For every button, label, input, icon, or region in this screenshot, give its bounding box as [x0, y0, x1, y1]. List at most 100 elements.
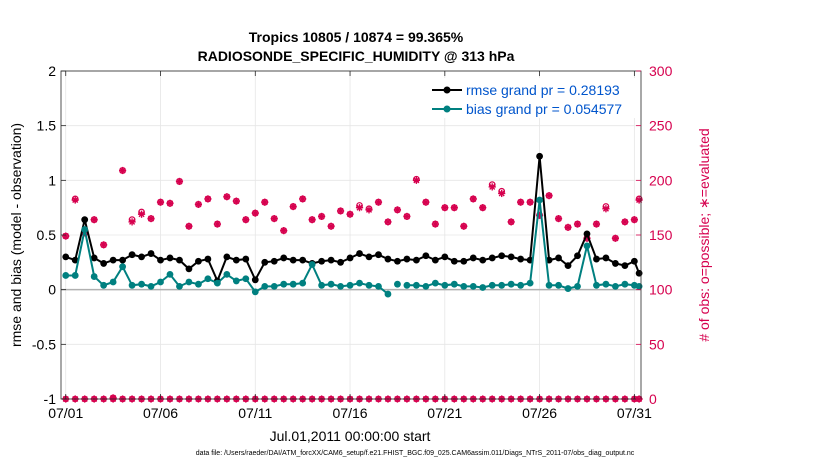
series-0-point-54 [574, 252, 581, 260]
series-0-point-52 [555, 254, 562, 262]
legend: rmse grand pr = 0.28193 bias grand pr = … [428, 78, 640, 118]
obs-evaluated-point-20 [251, 209, 259, 217]
series-0-point-0 [62, 253, 70, 261]
y-tick-label-5: -0.5 [32, 336, 56, 352]
obs-evaluated-point-32 [365, 206, 373, 214]
series-1-point-12 [176, 282, 183, 290]
obs-evaluated-point-39 [431, 220, 439, 228]
series-1-point-49 [526, 279, 534, 287]
series-0-point-2 [81, 216, 89, 224]
series-1-point-45 [488, 281, 496, 289]
series-1-point-32 [365, 281, 373, 289]
obs-evaluated-point-28 [327, 222, 335, 230]
obs-evaluated-point-54 [573, 220, 582, 228]
series-0-point-6 [119, 256, 127, 264]
series-1-point-25 [299, 279, 307, 287]
series-0-point-25 [299, 256, 307, 264]
series-lines [62, 152, 643, 298]
obs-evaluated-point-48 [517, 198, 525, 206]
series-0-point-18 [232, 256, 240, 264]
series-0-point-59 [621, 262, 629, 270]
series-1-point-6 [119, 263, 127, 271]
series-1-point-17 [223, 270, 231, 278]
series-1-point-14 [195, 280, 202, 288]
series-0-point-57 [602, 254, 610, 262]
obs-evaluated-point-47 [507, 218, 515, 226]
series-1-point-16 [213, 279, 221, 287]
series-1-point-4 [100, 281, 108, 289]
x-tick-label-1: 07/06 [143, 405, 178, 421]
series-0-point-41 [450, 257, 458, 265]
obs-evaluated-point-8 [137, 210, 146, 218]
series-0-point-43 [469, 254, 477, 262]
obs-evaluated-point-21 [261, 198, 269, 206]
series-1-point-48 [517, 281, 525, 289]
axes: 07/01 07/06 07/11 07/16 07/21 07/26 07/31 2 1.5 1… [32, 63, 673, 421]
series-1-point-7 [128, 281, 136, 289]
obs-evaluated-point-60 [630, 216, 638, 224]
obs-evaluated-point-11 [166, 199, 174, 207]
obs-evaluated-point-30 [346, 210, 354, 218]
obs-evaluated-point-45 [488, 183, 496, 191]
obs-evaluated-point-26 [308, 216, 316, 224]
y-axis-label: rmse and bias (model - observation) [8, 123, 24, 347]
obs-evaluated-point-56 [592, 220, 601, 228]
obs-evaluated-point-34 [384, 218, 392, 226]
obs-evaluated-point-22 [270, 215, 278, 223]
series-1-point-59 [621, 280, 629, 288]
series-1-point-0 [62, 272, 70, 279]
x-tick-label-3: 07/16 [333, 405, 368, 421]
series-0-point-17 [223, 253, 231, 261]
series-1-point-34 [384, 290, 392, 298]
data-file-footnote: data file: /Users/raeder/DAI/ATM_forcXX/… [195, 450, 635, 457]
legend-box [428, 78, 640, 118]
obs-evaluated-point-3 [90, 216, 98, 224]
series-1-point-47 [507, 280, 515, 288]
series-1-point-19 [242, 275, 250, 283]
x-tick-label-4: 07/21 [427, 405, 462, 421]
series-0-point-5 [109, 256, 117, 264]
obs-evaluated-point-16 [213, 220, 221, 228]
series-1-point-15 [204, 275, 212, 283]
obs-evaluated-point-53 [564, 223, 572, 231]
series-1-point-53 [564, 285, 572, 292]
series-0-point-55 [583, 230, 591, 238]
series-1-point-35 [394, 280, 401, 288]
series-0-point-45 [488, 254, 496, 262]
obs-evaluated-point-31 [355, 204, 364, 212]
obs-evaluated-point-59 [621, 218, 629, 226]
series-0-point-53 [564, 262, 572, 270]
x-tick-label-0: 07/01 [48, 405, 83, 421]
series-0-point-28 [327, 256, 335, 264]
obs-evaluated-point-37 [412, 176, 420, 184]
series-1-point-38 [422, 282, 430, 290]
series-0-point-35 [394, 257, 401, 265]
y-tick-label-6: -1 [44, 391, 57, 407]
series-0-point-39 [431, 256, 439, 264]
y2-tick-label-2: 200 [649, 172, 673, 188]
series-1-point-30 [346, 281, 354, 289]
obs-evaluated-point-51 [545, 192, 553, 200]
series-1-point-21 [261, 282, 269, 290]
series-1-point-39 [431, 279, 439, 287]
y2-tick-label-5: 50 [649, 336, 665, 352]
series-1-point-40 [441, 281, 449, 289]
series-0-point-24 [289, 256, 297, 264]
series-1-point-2 [81, 226, 89, 233]
series-0-point-11 [166, 254, 174, 262]
series-0-point-36 [403, 255, 411, 263]
series-0-point-58 [612, 260, 619, 267]
series-0-point-23 [280, 254, 288, 262]
obs-evaluated-point-40 [441, 204, 449, 212]
legend-rmse-swatch-marker [443, 86, 451, 94]
obs-evaluated-point-12 [175, 177, 184, 186]
x-tick-label-6: 07/31 [617, 405, 652, 421]
chart-subtitle: RADIOSONDE_SPECIFIC_HUMIDITY @ 313 hPa [198, 48, 515, 64]
series-0-point-30 [346, 254, 354, 262]
series-0-point-29 [337, 258, 344, 266]
series-0-point-1 [71, 256, 79, 264]
series-1-point-20 [251, 288, 259, 296]
series-1-point-50 [536, 196, 543, 204]
y2-tick-label-4: 100 [649, 282, 673, 298]
series-0-point-50 [536, 152, 543, 160]
